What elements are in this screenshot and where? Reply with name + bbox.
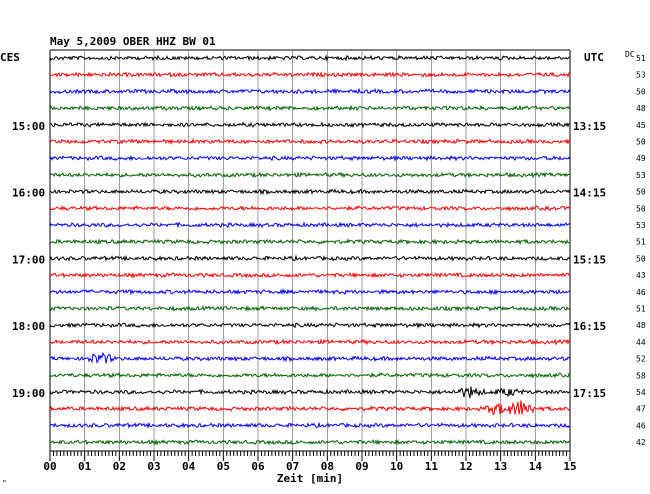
x-axis: 00 01 02 03 04 05 06 07 08 09 10 11 12 13 14 15 bbox=[43, 450, 577, 473]
dc-offset-value: 46 bbox=[636, 421, 646, 430]
trace-line bbox=[49, 338, 571, 346]
right-time-label: 17:15 bbox=[573, 387, 606, 400]
x-tick-label: 14 bbox=[529, 460, 543, 473]
trace-line bbox=[49, 137, 571, 146]
dc-offset-value: 51 bbox=[636, 54, 646, 63]
seismogram-traces bbox=[49, 54, 571, 446]
trace-line bbox=[49, 70, 571, 78]
trace-line bbox=[49, 371, 571, 379]
dc-offset-value: 47 bbox=[636, 405, 646, 414]
trace-line bbox=[49, 104, 571, 112]
right-timezone-label: UTC bbox=[584, 51, 604, 64]
x-tick-label: 04 bbox=[182, 460, 196, 473]
trace-line bbox=[49, 288, 571, 296]
x-tick-label: 00 bbox=[43, 460, 56, 473]
dc-offset-value: 48 bbox=[636, 104, 646, 113]
dc-offset-value: 53 bbox=[636, 71, 646, 80]
trace-line bbox=[49, 321, 571, 329]
right-time-label: 14:15 bbox=[573, 187, 606, 200]
trace-line bbox=[49, 87, 571, 96]
x-tick-label: 02 bbox=[113, 460, 126, 473]
trace-line bbox=[49, 188, 571, 196]
x-tick-label: 06 bbox=[251, 460, 265, 473]
left-timezone-label: CES bbox=[0, 51, 20, 64]
trace-line bbox=[49, 121, 570, 129]
right-time-label: 16:15 bbox=[573, 320, 606, 333]
corner-mark: " bbox=[2, 479, 7, 488]
trace-line bbox=[49, 254, 571, 262]
right-time-label: 15:15 bbox=[573, 253, 606, 266]
trace-line bbox=[49, 204, 571, 212]
dc-offset-value: 58 bbox=[636, 371, 646, 380]
dc-offset-value: 46 bbox=[636, 288, 646, 297]
x-tick-label: 10 bbox=[390, 460, 403, 473]
dc-offset-header: DC bbox=[625, 50, 635, 59]
x-tick-label: 03 bbox=[147, 460, 160, 473]
trace-line bbox=[49, 238, 571, 246]
dc-offset-value: 51 bbox=[636, 305, 646, 314]
x-tick-label: 11 bbox=[425, 460, 439, 473]
dc-offset-value: 53 bbox=[636, 221, 646, 230]
dc-offset-value: 50 bbox=[636, 204, 646, 213]
dc-offset-value: 50 bbox=[636, 138, 646, 147]
trace-line bbox=[49, 304, 571, 312]
left-time-label: 15:00 bbox=[12, 120, 45, 133]
x-tick-label: 09 bbox=[355, 460, 368, 473]
right-time-label: 13:15 bbox=[573, 120, 606, 133]
x-tick-label: 08 bbox=[321, 460, 334, 473]
x-tick-label: 05 bbox=[217, 460, 230, 473]
trace-line bbox=[49, 271, 571, 279]
trace-line bbox=[49, 154, 571, 162]
trace-line bbox=[49, 171, 570, 179]
trace-line bbox=[49, 221, 571, 229]
time-grid bbox=[49, 49, 571, 451]
dc-offset-value: 53 bbox=[636, 171, 646, 180]
dc-offset-value: 44 bbox=[636, 338, 646, 347]
dc-offset-value: 49 bbox=[636, 154, 646, 163]
chart-title: May 5,2009 OBER HHZ BW 01 bbox=[50, 35, 216, 48]
dc-offset-value: 51 bbox=[636, 238, 646, 247]
trace-line bbox=[49, 438, 571, 446]
trace-line bbox=[49, 400, 571, 415]
left-time-label: 16:00 bbox=[12, 187, 45, 200]
time-labels: 15:00 16:00 17:00 18:00 19:00 13:15 14:15 15:15… bbox=[12, 54, 646, 447]
x-tick-label: 13 bbox=[494, 460, 507, 473]
dc-offset-value: 43 bbox=[636, 271, 646, 280]
left-time-label: 18:00 bbox=[12, 320, 45, 333]
x-tick-label: 07 bbox=[286, 460, 299, 473]
dc-offset-value: 50 bbox=[636, 254, 646, 263]
trace-line bbox=[49, 54, 571, 62]
dc-offset-value: 42 bbox=[636, 438, 646, 447]
trace-line bbox=[49, 386, 571, 399]
x-tick-label: 12 bbox=[459, 460, 472, 473]
dc-offset-value: 45 bbox=[636, 121, 646, 130]
dc-offset-value: 50 bbox=[636, 188, 646, 197]
x-tick-label: 01 bbox=[78, 460, 92, 473]
dc-offset-value: 52 bbox=[636, 355, 646, 364]
dc-offset-value: 48 bbox=[636, 321, 646, 330]
trace-line bbox=[49, 421, 571, 429]
left-time-label: 17:00 bbox=[12, 253, 45, 266]
left-time-label: 19:00 bbox=[12, 387, 45, 400]
x-axis-label: Zeit [min] bbox=[277, 472, 343, 485]
trace-line bbox=[49, 351, 571, 364]
dc-offset-value: 50 bbox=[636, 87, 646, 96]
dc-offset-value: 54 bbox=[636, 388, 646, 397]
x-tick-label: 15 bbox=[563, 460, 576, 473]
